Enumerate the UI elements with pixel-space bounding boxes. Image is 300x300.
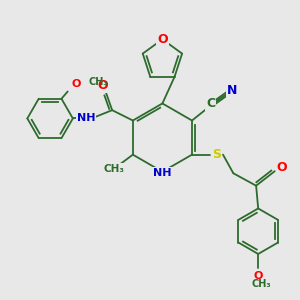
Text: O: O bbox=[157, 33, 168, 46]
Text: O: O bbox=[71, 79, 81, 89]
Text: C: C bbox=[206, 98, 215, 110]
Text: O: O bbox=[277, 160, 287, 174]
Text: CH₃: CH₃ bbox=[251, 279, 271, 289]
Text: NH: NH bbox=[153, 168, 172, 178]
Text: CH₃: CH₃ bbox=[104, 164, 125, 174]
Text: N: N bbox=[227, 84, 238, 97]
Text: O: O bbox=[98, 79, 108, 92]
Text: NH: NH bbox=[77, 113, 95, 123]
Text: S: S bbox=[212, 148, 221, 161]
Text: CH₃: CH₃ bbox=[88, 77, 108, 87]
Text: O: O bbox=[254, 271, 263, 281]
